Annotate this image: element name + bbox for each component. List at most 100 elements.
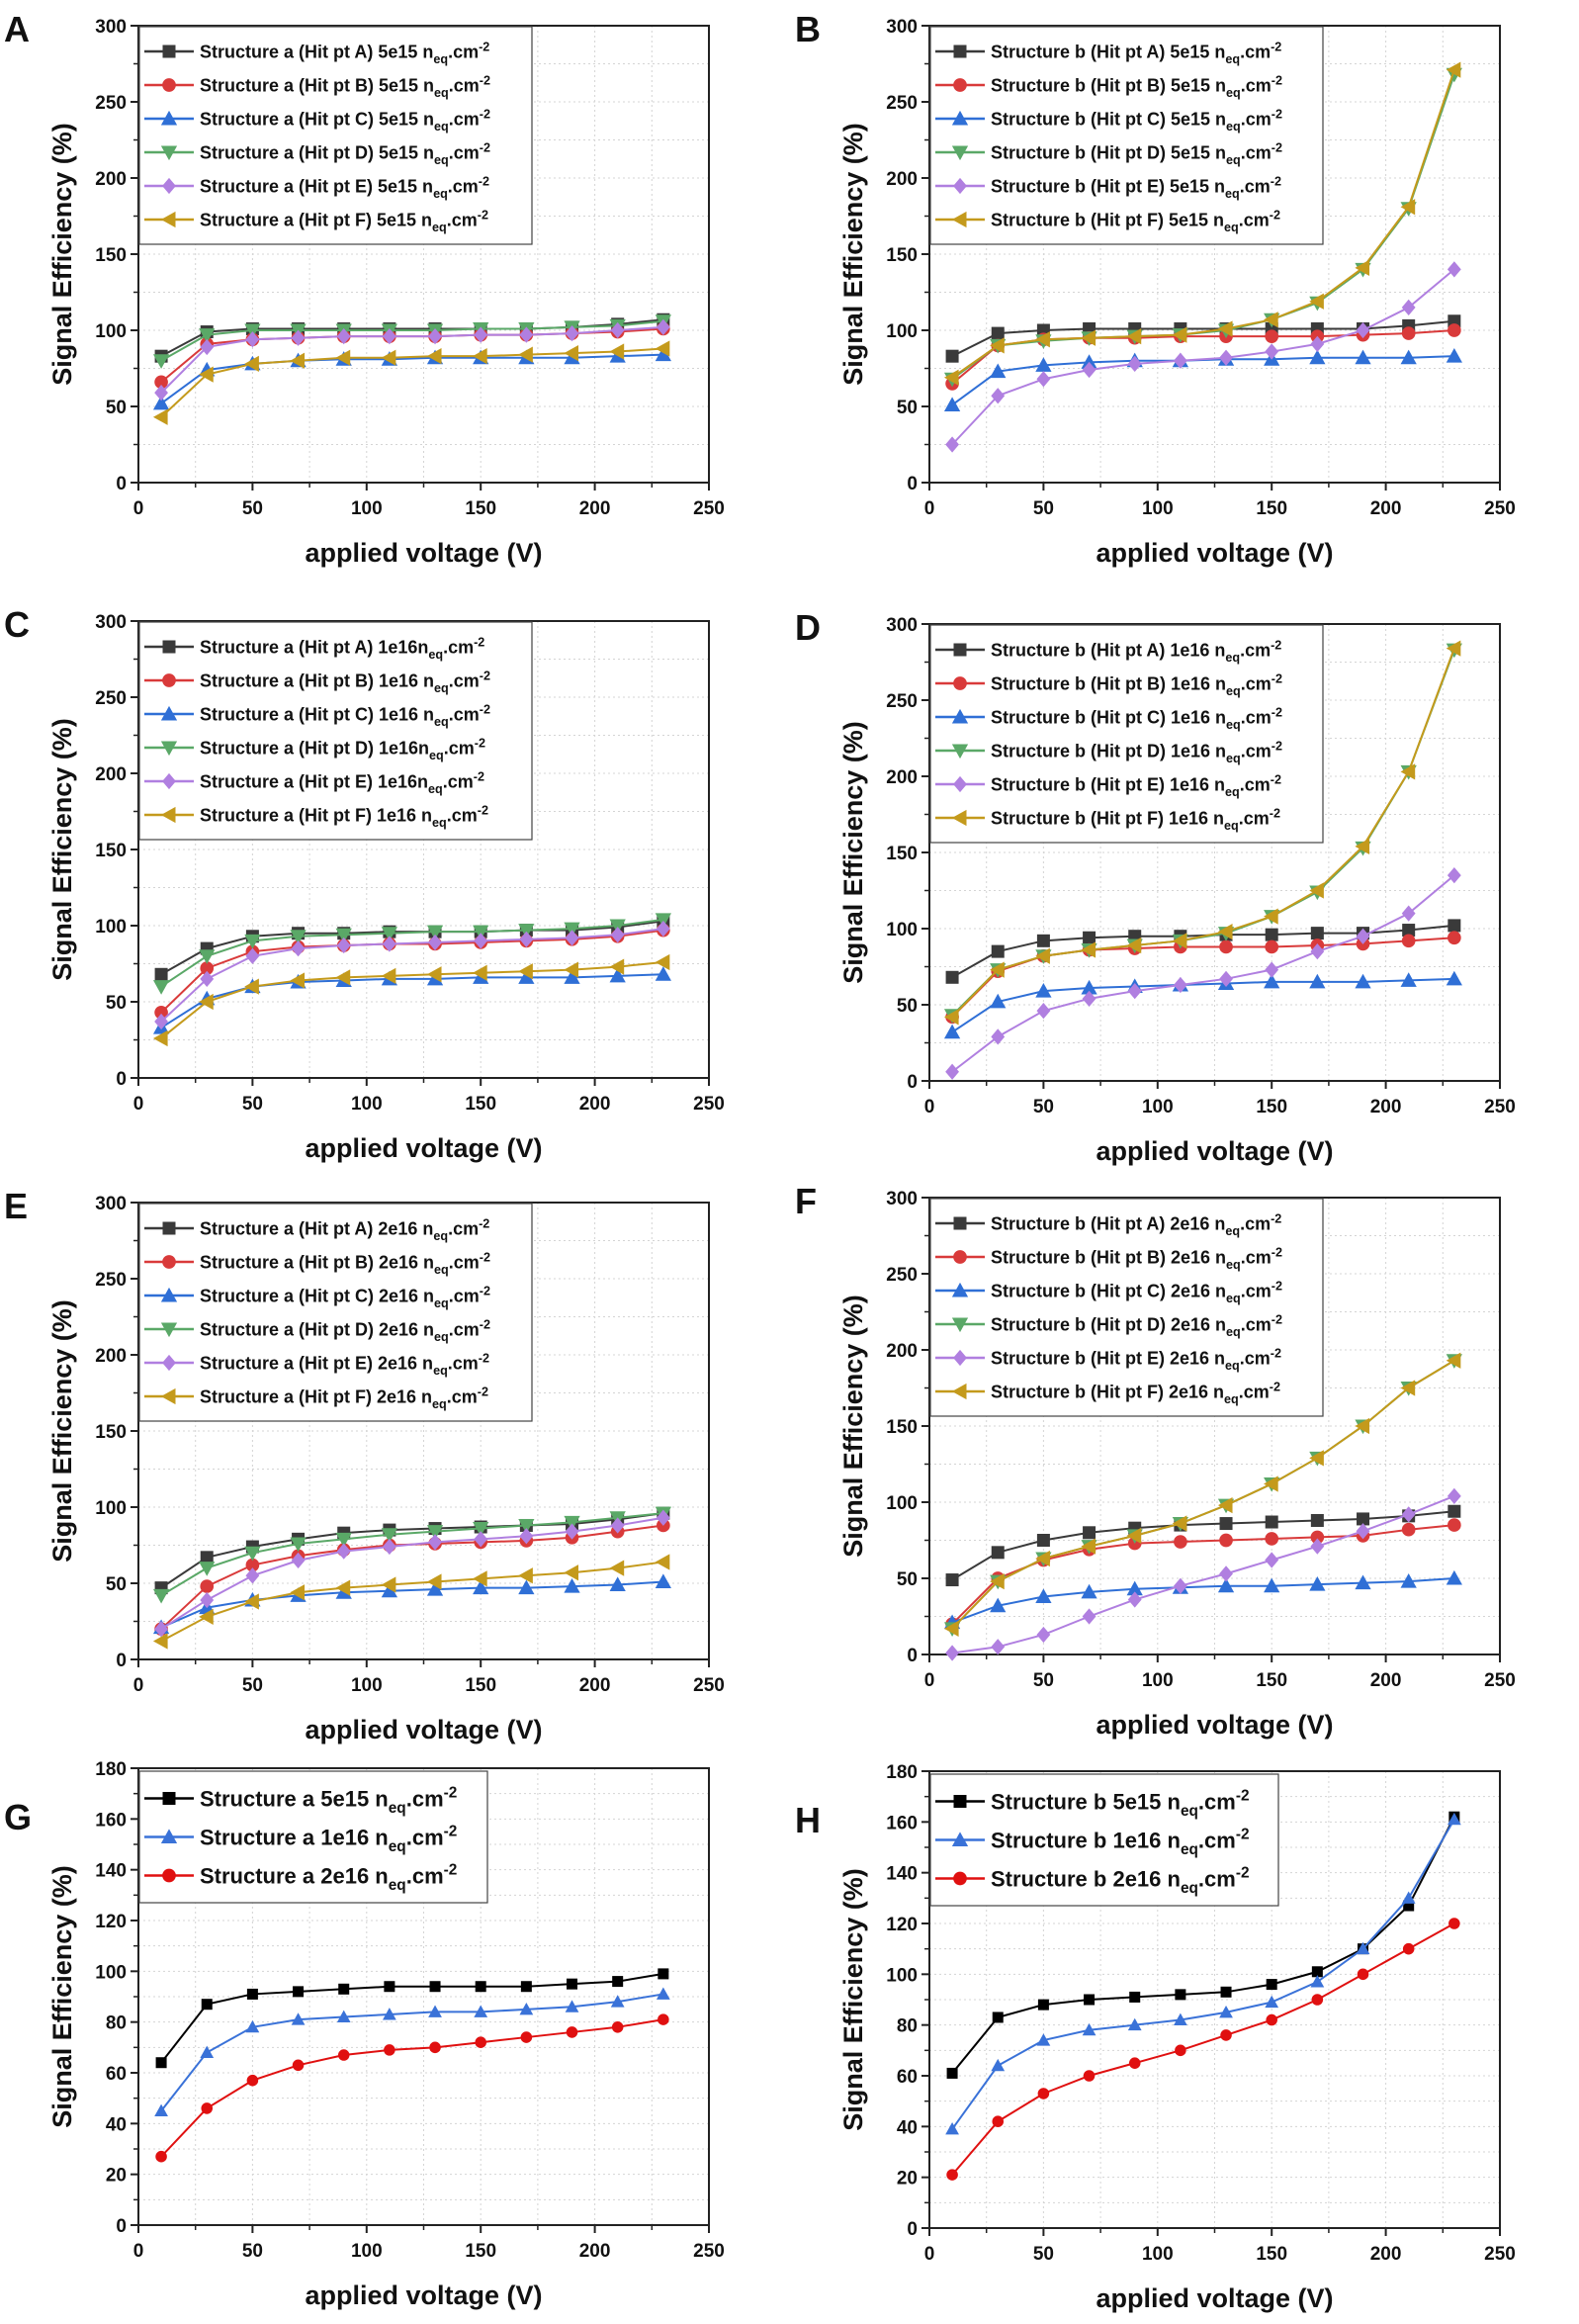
y-tick-label: 140 xyxy=(95,1861,127,1882)
series-line xyxy=(160,960,663,1039)
y-tick-label: 140 xyxy=(886,1864,918,1885)
data-point xyxy=(1266,1979,1277,1991)
x-tick-label: 50 xyxy=(242,498,263,519)
data-point xyxy=(473,1522,489,1537)
data-point xyxy=(1356,1523,1370,1540)
legend-sup: -2 xyxy=(479,1351,489,1365)
data-point xyxy=(290,352,306,369)
legend-box xyxy=(138,26,533,245)
legend-name: Structure a (Hit pt C) 1e16 n xyxy=(200,704,434,724)
data-point xyxy=(518,1518,535,1534)
data-point xyxy=(1447,866,1461,884)
x-tick-label: 50 xyxy=(242,1675,263,1696)
y-tick-label: 250 xyxy=(95,688,127,709)
data-point xyxy=(1081,1538,1097,1555)
y-axis-label: Signal Efficiency (%) xyxy=(838,721,868,984)
data-point xyxy=(1173,976,1187,994)
data-point xyxy=(1127,1591,1142,1608)
x-tick-label: 50 xyxy=(242,1094,263,1115)
legend-marker xyxy=(953,177,967,195)
y-tick-label: 150 xyxy=(95,841,127,861)
data-point xyxy=(244,1546,261,1562)
data-point xyxy=(945,970,959,984)
legend-label: Structure a (Hit pt D) 5e15 neq.cm-2 xyxy=(200,140,490,167)
chart-svg: 0 50 100 150 200 250 0 50 100 150 200 250 300 applied… xyxy=(795,607,1516,1166)
legend-label: Structure a (Hit pt D) 1e16neq.cm-2 xyxy=(200,736,485,762)
data-point xyxy=(1310,335,1325,352)
series-2 xyxy=(155,2013,669,2163)
legend-sub: eq xyxy=(1224,221,1239,234)
x-tick-label: 150 xyxy=(1256,1670,1287,1691)
data-point xyxy=(290,1537,307,1553)
data-point xyxy=(1037,1999,1049,2011)
data-point xyxy=(656,318,670,336)
legend-sub: eq xyxy=(1226,86,1241,100)
data-point xyxy=(155,2057,167,2069)
legend-sup: -2 xyxy=(480,140,490,154)
data-point xyxy=(1173,352,1187,369)
series-line xyxy=(160,1993,664,2112)
x-axis-label: applied voltage (V) xyxy=(1096,1710,1333,1740)
data-point xyxy=(1127,2017,1142,2031)
legend-name: Structure b (Hit pt F) 2e16 n xyxy=(991,1382,1224,1401)
series-line xyxy=(160,1972,664,2064)
x-axis-label: applied voltage (V) xyxy=(1096,1136,1333,1166)
legend-sub: eq xyxy=(428,782,443,796)
legend-sup: -2 xyxy=(474,635,484,649)
data-point xyxy=(199,328,216,343)
legend-sub: eq xyxy=(389,1838,406,1855)
data-point xyxy=(992,2011,1004,2023)
data-point xyxy=(1265,1515,1278,1529)
data-point xyxy=(565,1523,579,1540)
legend-label: Structure b 1e16 neq.cm-2 xyxy=(991,1827,1250,1858)
x-tick-label: 0 xyxy=(133,1675,144,1696)
legend-marker xyxy=(162,772,176,790)
x-tick-label: 250 xyxy=(693,2241,725,2262)
legend-sup: -2 xyxy=(479,40,489,53)
legend: Structure a (Hit pt A) 1e16neq.cm-2Struc… xyxy=(138,621,533,841)
x-tick-label: 150 xyxy=(1256,1097,1287,1117)
legend-marker xyxy=(162,78,176,92)
chart-svg: 0 50 100 150 200 250 0 50 100 150 200 250 300 applied… xyxy=(4,9,725,568)
y-tick-label: 300 xyxy=(886,1189,918,1209)
legend-name: Structure b 5e15 n xyxy=(991,1789,1181,1814)
data-point xyxy=(336,1543,351,1560)
data-point xyxy=(426,1525,444,1540)
x-axis-label: applied voltage (V) xyxy=(1096,2283,1333,2313)
panel-f: 0 50 100 150 200 250 0 50 100 150 200 250 300 applied… xyxy=(791,1172,1579,1750)
data-point xyxy=(992,2115,1005,2127)
legend-sup: -2 xyxy=(1272,1279,1282,1293)
data-point xyxy=(1219,1533,1233,1548)
legend-sup: -2 xyxy=(1272,1245,1282,1259)
legend-sub: eq xyxy=(1226,153,1241,167)
data-point xyxy=(1357,1512,1370,1526)
y-tick-label: 200 xyxy=(95,169,127,190)
legend-name: Structure a (Hit pt F) 5e15 n xyxy=(200,210,432,229)
legend-marker xyxy=(951,110,969,126)
legend-sub: eq xyxy=(1225,785,1240,799)
legend-label: Structure b (Hit pt C) 1e16 neq.cm-2 xyxy=(991,705,1282,732)
data-point xyxy=(1219,2005,1233,2018)
legend-marker xyxy=(160,211,176,228)
legend-name: Structure b (Hit pt E) 5e15 n xyxy=(991,176,1225,196)
y-tick-label: 150 xyxy=(95,1422,127,1443)
data-point xyxy=(1309,973,1326,989)
x-tick-label: 150 xyxy=(465,2241,496,2262)
x-tick-label: 0 xyxy=(924,498,935,519)
x-tick-label: 200 xyxy=(579,2241,611,2262)
legend-sub: eq xyxy=(1226,120,1241,134)
data-point xyxy=(943,1009,959,1026)
y-tick-label: 150 xyxy=(886,1417,918,1438)
data-point xyxy=(1083,2070,1096,2082)
legend-sup: -2 xyxy=(480,669,490,682)
legend-label: Structure b (Hit pt B) 5e15 neq.cm-2 xyxy=(991,73,1282,100)
data-point xyxy=(1265,961,1279,978)
data-point xyxy=(152,1029,168,1047)
legend-unit: .cm xyxy=(1239,1382,1270,1401)
series-4 xyxy=(945,1487,1461,1661)
data-point xyxy=(382,1538,396,1556)
series-5 xyxy=(152,340,670,425)
data-point xyxy=(990,961,1005,978)
legend-name: Structure a (Hit pt D) 5e15 n xyxy=(200,142,434,162)
data-point xyxy=(1446,61,1461,78)
